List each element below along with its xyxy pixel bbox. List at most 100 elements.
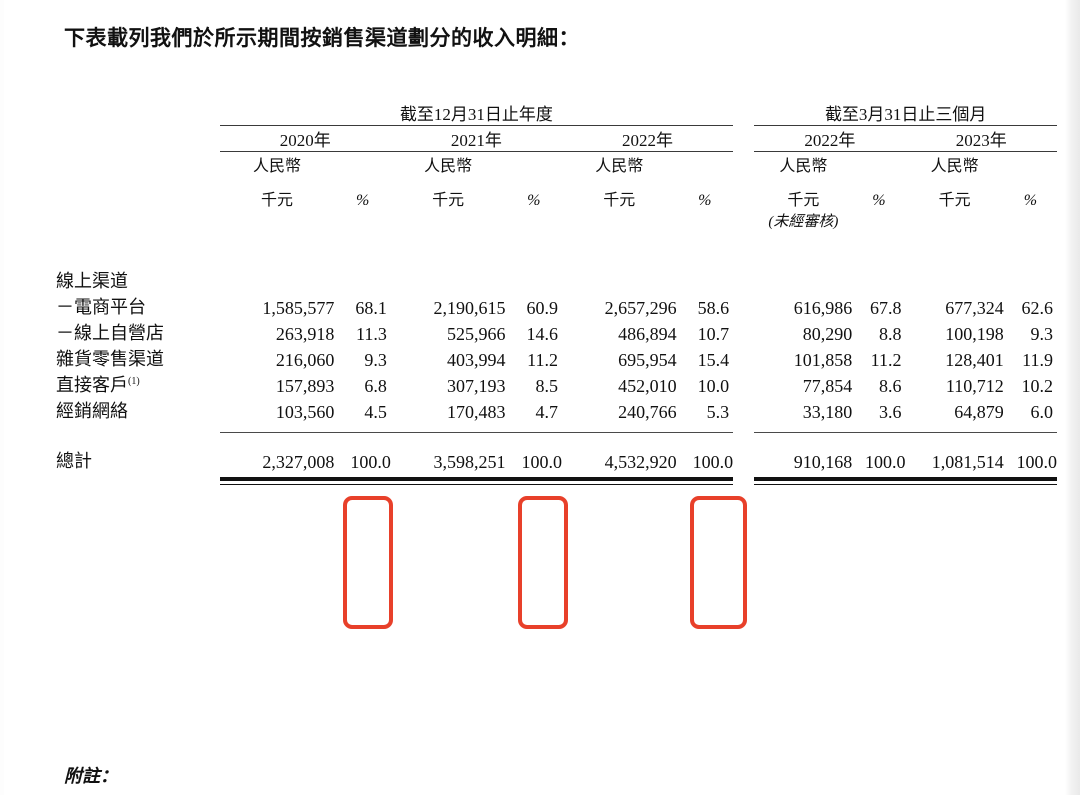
year-rule-2022 [561, 151, 734, 152]
total-row: 總計 2,327,008 100.0 3,598,251 100.0 4,532… [56, 447, 1057, 473]
table-row: 直接客戶(1) 157,893 6.8 307,193 8.5 452,010 … [56, 371, 1057, 397]
cell-r2-c5: 10.7 [697, 324, 730, 344]
unit-currency-pad-2021 [505, 152, 561, 176]
year-rule-2023-q1 [905, 151, 1057, 152]
cell-r4-c2: 307,193 [446, 376, 506, 396]
cell-r5-c7: 3.6 [878, 402, 902, 422]
group-header-annual: 截至12月31日止年度 [399, 105, 553, 124]
unit-thousand-2020: 千元 [261, 192, 294, 209]
group-gap-cell [733, 100, 754, 125]
subtotal-rule-2022q1-percent [852, 423, 906, 433]
unaudited-pad-5 [562, 210, 677, 231]
cell-r4-c4: 452,010 [618, 376, 677, 396]
unit-thousand-2022: 千元 [603, 192, 636, 209]
row-label-direct-customers-text: 直接客戶 [56, 375, 128, 395]
footnote-label: 附註： [64, 766, 118, 786]
total-rule-2022q1-amount [754, 473, 853, 485]
subtotal-rule-2023q1-amount [905, 423, 1004, 433]
cell-r4-c3: 8.5 [535, 376, 558, 396]
cell-r4-c9: 10.2 [1021, 376, 1054, 396]
unaudited-pad-7 [852, 210, 905, 231]
unit-currency-gap [733, 152, 754, 176]
cell-total-c8: 1,081,514 [931, 452, 1004, 472]
cell-r3-c0: 216,060 [275, 350, 335, 370]
total-rule-label [56, 473, 220, 485]
cell-r0-c2 [391, 267, 506, 293]
table-row: 線上渠道 [56, 267, 1057, 293]
cell-r3-c1: 9.3 [364, 350, 387, 370]
cell-r1-c5: 58.6 [697, 298, 730, 318]
revenue-by-sales-channel-table: 截至12月31日止年度 截至3月31日止三個月 2020年 2021年 2022… [56, 100, 1057, 485]
row-label-direct-customers-footnote-marker: (1) [128, 376, 140, 387]
subtotal-rule-2022-amount [561, 423, 677, 433]
cell-r2-c9: 9.3 [1030, 324, 1054, 344]
header-year-row: 2020年 2021年 2022年 2022年 2023年 [56, 126, 1057, 151]
cell-total-c2: 3,598,251 [433, 452, 506, 472]
year-header-2021: 2021年 [450, 131, 502, 150]
table-row: －電商平台 1,585,577 68.1 2,190,615 60.9 2,65… [56, 293, 1057, 319]
cell-r3-c4: 695,954 [618, 350, 677, 370]
unaudited-pad-1 [220, 210, 335, 231]
subtotal-rule-row [56, 423, 1057, 433]
total-rule-2023q1-amount [905, 473, 1004, 485]
row-gap-r2 [733, 319, 754, 345]
unit-percent-2021: % [527, 192, 541, 209]
row-label-online-self-operated-store: －線上自營店 [56, 323, 164, 343]
cell-r1-c3: 60.9 [526, 298, 558, 318]
unit-thousand-2021: 千元 [432, 192, 465, 209]
subtotal-rule-2020-amount [219, 423, 335, 433]
total-rule-2021-percent [505, 473, 562, 485]
year-header-2020: 2020年 [279, 131, 331, 150]
unaudited-pad-8 [905, 210, 1003, 231]
subtotal-rule-gap [733, 423, 754, 433]
unit-percent-2020: % [355, 192, 370, 209]
row-label-distribution-network: 經銷網絡 [56, 401, 128, 421]
cell-r5-c1: 4.5 [364, 402, 387, 422]
unaudited-pad-4 [505, 210, 561, 231]
cell-total-c4: 4,532,920 [604, 452, 677, 472]
highlight-box-2021-percent [518, 496, 568, 629]
year-header-2022-q1: 2022年 [804, 131, 856, 150]
unit-row-label-cell [56, 152, 220, 176]
cell-r5-c4: 240,766 [618, 402, 677, 422]
total-rule-2020-percent [334, 473, 391, 485]
cell-r4-c6: 77,854 [802, 376, 853, 396]
cell-r5-c8: 64,879 [954, 402, 1004, 422]
cell-r4-c8: 110,712 [945, 376, 1004, 396]
subtotal-rule-2021-percent [505, 423, 562, 433]
cell-r1-c7: 67.8 [869, 298, 902, 318]
year-rule-2021 [390, 151, 562, 152]
cell-total-c6: 910,168 [793, 452, 853, 472]
cell-r0-c8 [905, 267, 1003, 293]
unit-measure-gap [733, 176, 754, 210]
total-double-rule-row [56, 473, 1057, 485]
year-header-2023-q1: 2023年 [955, 131, 1007, 150]
cell-total-c0: 2,327,008 [262, 452, 335, 472]
total-rule-2023q1-percent [1003, 473, 1057, 485]
year-rule-row [56, 151, 1057, 152]
header-body-spacer [56, 231, 1057, 267]
row-gap-r5 [733, 397, 754, 423]
cell-r2-c0: 263,918 [275, 324, 335, 344]
subtotal-rule-label [56, 423, 220, 433]
cell-r3-c5: 15.4 [697, 350, 730, 370]
group-rule-annual [219, 125, 734, 126]
cell-r2-c6: 80,290 [802, 324, 853, 344]
cell-r0-c0 [220, 267, 335, 293]
unaudited-gap [733, 210, 754, 231]
total-rule-2022-percent [676, 473, 734, 485]
group-header-quarter: 截至3月31日止三個月 [824, 105, 987, 124]
row-label-total: 總計 [56, 451, 92, 471]
total-gap [733, 447, 754, 473]
cell-total-c7: 100.0 [864, 452, 906, 472]
unaudited-pad-3 [391, 210, 506, 231]
year-rule-2022-q1 [754, 151, 906, 152]
unit-currency-pad-2023q1 [1004, 152, 1057, 176]
row-gap-r3 [733, 345, 754, 371]
cell-r2-c7: 8.8 [878, 324, 902, 344]
table-row: 經銷網絡 103,560 4.5 170,483 4.7 240,766 5.3… [56, 397, 1057, 423]
unit-thousand-2023-q1: 千元 [938, 192, 971, 209]
cell-r3-c3: 11.2 [527, 350, 558, 370]
row-gap-r4 [733, 371, 754, 397]
unit-currency-2023-q1: 人民幣 [930, 158, 979, 175]
